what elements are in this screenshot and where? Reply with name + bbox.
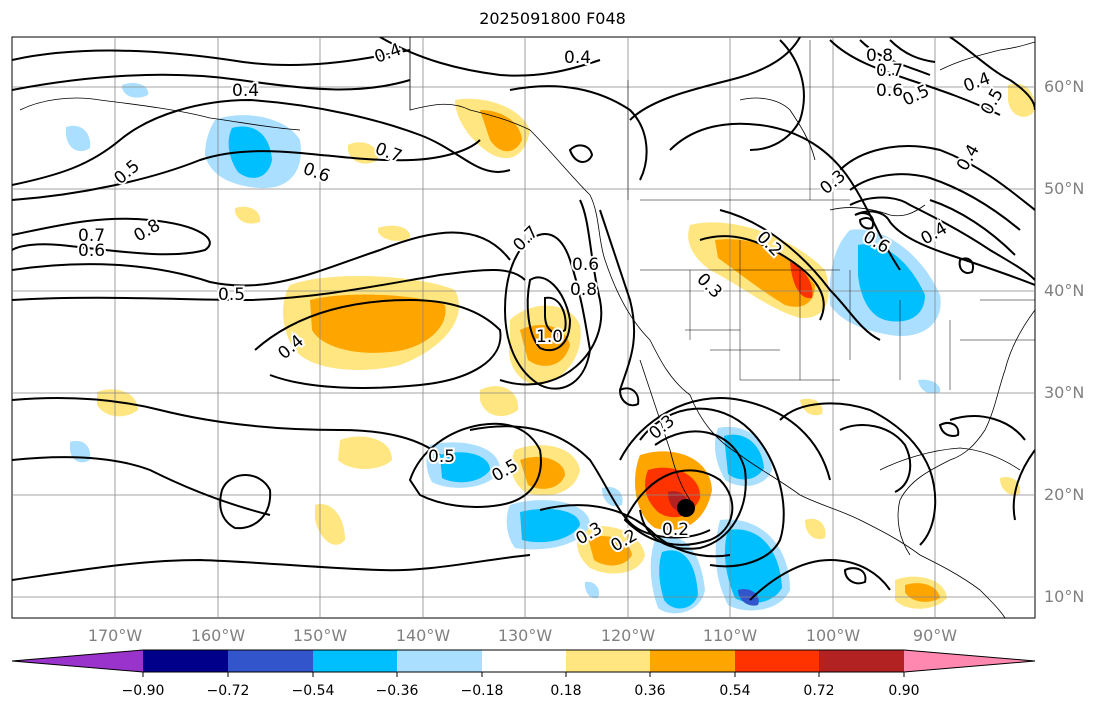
colorbar-tick-label: −0.72	[206, 683, 250, 699]
colorbar-tick-label: −0.18	[460, 683, 504, 699]
contour-label: 0.4	[564, 48, 591, 68]
contour-label: 0.7	[78, 226, 105, 246]
contour-label: 0.5	[428, 447, 455, 467]
lat-label: 30°N	[1044, 383, 1085, 402]
map-title: 2025091800 F048	[479, 9, 626, 28]
lon-label: 100°W	[805, 626, 861, 645]
lat-label: 40°N	[1044, 281, 1085, 300]
lon-label: 120°W	[600, 626, 656, 645]
contour-label: 0.2	[662, 520, 689, 540]
lat-label: 50°N	[1044, 179, 1085, 198]
lat-label: 20°N	[1044, 485, 1085, 504]
colorbar-tick-label: −0.90	[121, 683, 165, 699]
contour-label: 0.4	[232, 81, 259, 101]
colorbar-tick-label: −0.36	[375, 683, 419, 699]
lon-label: 90°W	[912, 626, 958, 645]
lon-label: 110°W	[702, 626, 758, 645]
political-borders	[627, 40, 1035, 390]
lon-label: 150°W	[292, 626, 348, 645]
lat-label: 60°N	[1044, 77, 1085, 96]
graticule	[12, 37, 1035, 618]
contour-label: 0.5	[218, 285, 245, 305]
colorbar-tick-label: 0.72	[803, 683, 835, 699]
colorbar-tick-label: −0.54	[291, 683, 335, 699]
contour-label: 1.0	[536, 327, 563, 347]
contour-label-group: 0.4 0.4 0.4 0.8 0.7 0.6 0.5 0.4 0.5 0.5 …	[76, 38, 1010, 559]
storm-center-marker	[677, 499, 695, 517]
contour-label: 0.6	[572, 255, 599, 275]
colorbar-tick-label: 0.54	[719, 683, 751, 699]
contour-label: 0.6	[876, 81, 903, 101]
contour-label: 0.6	[78, 241, 105, 261]
contour-lines	[12, 37, 1035, 601]
contour-label: 0.8	[570, 280, 597, 300]
lon-label: 140°W	[395, 626, 451, 645]
colorbar-tick-label: 0.18	[550, 683, 582, 699]
lon-label: 130°W	[497, 626, 553, 645]
coastlines	[19, 37, 1035, 618]
colorbar-tick-label: 0.90	[888, 683, 920, 699]
positive-anomaly-fills	[97, 83, 1035, 609]
contour-label: 0.7	[876, 61, 903, 81]
lat-label: 10°N	[1044, 587, 1085, 606]
colorbar-tick-label: 0.36	[634, 683, 666, 699]
lon-label: 160°W	[190, 626, 246, 645]
contour-label: 0.8	[866, 46, 893, 66]
lon-label: 170°W	[87, 626, 143, 645]
